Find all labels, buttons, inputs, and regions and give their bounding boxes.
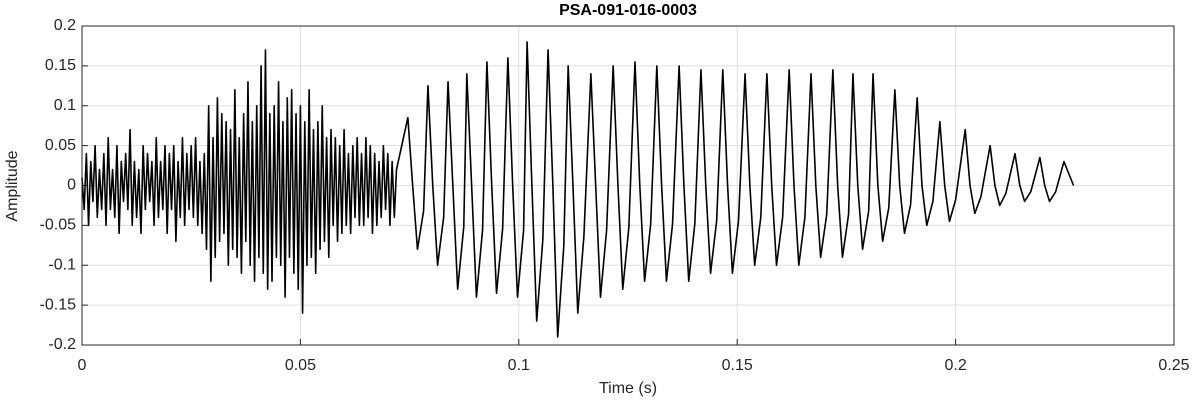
chart-title: PSA-091-016-0003 bbox=[559, 2, 697, 19]
x-tick-label: 0.2 bbox=[944, 357, 966, 374]
x-tick-label: 0.05 bbox=[285, 357, 316, 374]
x-axis-label: Time (s) bbox=[599, 380, 657, 397]
y-tick-label: 0.05 bbox=[45, 137, 76, 154]
y-tick-label: 0.1 bbox=[54, 97, 76, 114]
waveform bbox=[81, 41, 1075, 338]
axes-box bbox=[81, 25, 1175, 346]
y-axis-label: Amplitude bbox=[4, 150, 21, 221]
y-tick-label: -0.2 bbox=[48, 336, 76, 353]
y-tick-label: 0.15 bbox=[45, 57, 76, 74]
x-tick-label: 0 bbox=[78, 357, 87, 374]
x-tick-label: 0.25 bbox=[1158, 357, 1189, 374]
y-tick-label: -0.15 bbox=[40, 296, 77, 313]
y-tick-label: 0 bbox=[67, 177, 76, 194]
y-tick-label: -0.1 bbox=[48, 256, 76, 273]
y-tick-label: -0.05 bbox=[40, 217, 77, 234]
x-tick-label: 0.1 bbox=[508, 357, 530, 374]
x-tick-label: 0.15 bbox=[722, 357, 753, 374]
y-tick-label: 0.2 bbox=[54, 17, 76, 34]
